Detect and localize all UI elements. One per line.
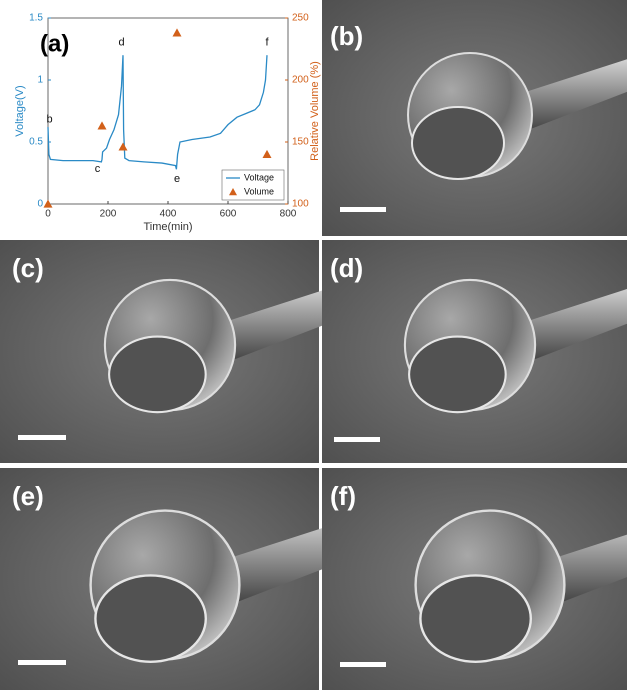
y-tick-label: 1.5	[29, 13, 43, 24]
legend-label: Volume	[244, 186, 274, 196]
volume-marker	[263, 150, 272, 158]
panel-label: (e)	[12, 481, 44, 511]
y2-axis-label: Relative Volume (%)	[309, 61, 321, 161]
panel-label: (c)	[12, 253, 44, 283]
panel-label: (a)	[40, 30, 69, 57]
y-tick-label: 0	[37, 199, 43, 210]
panel-label: (d)	[330, 253, 363, 283]
annotation: b	[46, 114, 52, 126]
y-axis-label: Voltage(V)	[14, 85, 26, 136]
y-tick-label: 1	[37, 75, 43, 86]
x-tick-label: 800	[280, 209, 297, 220]
x-axis-label: Time(min)	[143, 221, 192, 233]
legend-label: Voltage	[244, 172, 274, 182]
x-tick-label: 600	[220, 209, 237, 220]
volume-marker	[173, 28, 182, 36]
panel-label: (f)	[330, 481, 356, 511]
figure: (a) (b) (c) (d) (e) (f) 0 200 400 600 800 0 0.…	[0, 0, 627, 690]
x-tick-label: 400	[160, 209, 177, 220]
y2-tick-label: 200	[292, 75, 309, 86]
x-tick-label: 200	[100, 209, 117, 220]
y2-tick-label: 250	[292, 13, 309, 24]
y2-tick-label: 100	[292, 199, 309, 210]
annotation: f	[265, 37, 269, 49]
volume-marker	[119, 142, 128, 150]
y-tick-label: 0.5	[29, 137, 43, 148]
annotation: c	[95, 163, 101, 175]
annotation: e	[174, 173, 180, 185]
annotation: d	[118, 37, 124, 49]
volume-marker	[98, 121, 107, 129]
x-tick-label: 0	[45, 209, 51, 220]
panel-label: (b)	[330, 21, 363, 51]
voltage-line	[48, 55, 267, 169]
y2-tick-label: 150	[292, 137, 309, 148]
volume-marker	[44, 200, 53, 208]
